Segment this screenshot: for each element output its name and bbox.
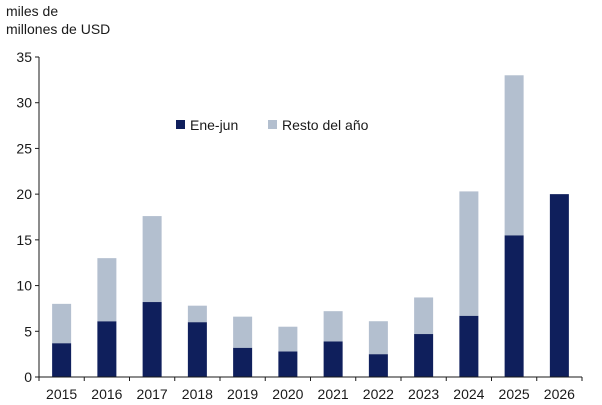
- bar-segment-resto-del-ano: [504, 75, 524, 236]
- x-tick-label: 2017: [137, 386, 168, 402]
- bar-segment-ene-jun: [52, 343, 72, 377]
- bar-segment-ene-jun: [459, 315, 479, 377]
- bar-segment-resto-del-ano: [97, 258, 117, 322]
- bar-segment-ene-jun: [97, 321, 117, 377]
- bar-segment-resto-del-ano: [52, 303, 72, 344]
- x-tick-label: 2022: [363, 386, 394, 402]
- bar-segment-resto-del-ano: [142, 216, 162, 303]
- bar-segment-resto-del-ano: [278, 326, 298, 352]
- y-tick-label: 35: [16, 49, 32, 65]
- bar-segment-ene-jun: [278, 351, 298, 377]
- bar-segment-ene-jun: [187, 322, 207, 377]
- x-tick-label: 2018: [182, 386, 213, 402]
- bar-segment-ene-jun: [504, 235, 524, 377]
- y-tick-label: 30: [16, 95, 32, 111]
- y-axis-title: miles de millones de USD: [6, 2, 110, 38]
- y-tick-label: 5: [24, 323, 32, 339]
- x-tick-label: 2015: [46, 386, 77, 402]
- x-tick-label: 2016: [91, 386, 122, 402]
- y-tick-label: 0: [24, 369, 32, 385]
- y-tick-label: 20: [16, 186, 32, 202]
- bar-segment-ene-jun: [233, 347, 253, 377]
- x-tick-label: 2024: [453, 386, 484, 402]
- legend-swatch: [268, 120, 277, 129]
- legend-label: Resto del año: [282, 117, 369, 133]
- bar-segment-resto-del-ano: [323, 311, 343, 342]
- bar-segment-ene-jun: [549, 194, 569, 377]
- bar-segment-ene-jun: [142, 302, 162, 377]
- x-tick-label: 2023: [408, 386, 439, 402]
- y-tick-label: 15: [16, 232, 32, 248]
- bar-segment-ene-jun: [414, 334, 434, 377]
- bar-segment-resto-del-ano: [459, 191, 479, 316]
- legend-swatch: [176, 120, 185, 129]
- y-axis-title-line-2: millones de USD: [6, 21, 111, 37]
- bar-segment-resto-del-ano: [233, 316, 253, 348]
- bar-segment-resto-del-ano: [414, 297, 434, 335]
- x-tick-label: 2026: [544, 386, 575, 402]
- y-tick-label: 25: [16, 140, 32, 156]
- x-tick-label: 2025: [499, 386, 530, 402]
- bar-segment-resto-del-ano: [368, 321, 388, 355]
- bar-segment-resto-del-ano: [187, 305, 207, 323]
- bars: [52, 75, 569, 377]
- legend-label: Ene-jun: [190, 117, 238, 133]
- bar-segment-ene-jun: [323, 341, 343, 377]
- x-tick-label: 2019: [227, 386, 258, 402]
- x-tick-label: 2021: [318, 386, 349, 402]
- y-tick-label: 10: [16, 278, 32, 294]
- y-axis: 0 5 10 15 20 25 30 35: [16, 49, 40, 385]
- x-axis: 2015 2016 2017 2018 2019 2020 2021 2022 2023 2024…: [38, 376, 583, 402]
- x-tick-label: 2020: [272, 386, 303, 402]
- bar-segment-ene-jun: [368, 354, 388, 377]
- legend: Ene-jun Resto del año: [176, 117, 369, 133]
- y-axis-title-line-1: miles de: [6, 3, 59, 19]
